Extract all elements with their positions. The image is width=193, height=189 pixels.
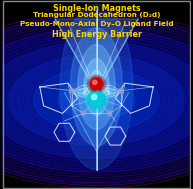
- Ellipse shape: [74, 88, 119, 112]
- Text: Pseudo-Mono-Axial Dy–O Ligand Field: Pseudo-Mono-Axial Dy–O Ligand Field: [20, 21, 173, 27]
- Ellipse shape: [70, 28, 123, 146]
- Circle shape: [89, 77, 104, 91]
- Circle shape: [119, 88, 123, 93]
- Ellipse shape: [84, 59, 109, 115]
- Circle shape: [87, 75, 106, 93]
- Ellipse shape: [0, 15, 193, 185]
- Circle shape: [91, 94, 97, 100]
- Text: Triangular Dodecahedron (D₂d): Triangular Dodecahedron (D₂d): [33, 12, 160, 18]
- Circle shape: [91, 78, 102, 90]
- Circle shape: [70, 88, 74, 93]
- Ellipse shape: [58, 81, 135, 120]
- Ellipse shape: [0, 28, 193, 172]
- Ellipse shape: [60, 4, 133, 170]
- Ellipse shape: [89, 91, 104, 94]
- Circle shape: [89, 92, 104, 106]
- Ellipse shape: [78, 44, 115, 129]
- Circle shape: [108, 111, 112, 116]
- Polygon shape: [64, 93, 129, 151]
- Circle shape: [94, 85, 99, 89]
- Ellipse shape: [92, 77, 101, 96]
- Ellipse shape: [74, 87, 119, 98]
- Circle shape: [93, 80, 97, 84]
- Ellipse shape: [34, 68, 159, 132]
- Circle shape: [87, 90, 106, 109]
- Ellipse shape: [9, 55, 184, 145]
- Text: High Energy Barrier: High Energy Barrier: [52, 30, 141, 39]
- Circle shape: [81, 111, 85, 116]
- Ellipse shape: [83, 89, 110, 96]
- Circle shape: [84, 87, 109, 112]
- Ellipse shape: [89, 70, 104, 103]
- Circle shape: [89, 92, 104, 107]
- Text: Single-Ion Magnets: Single-Ion Magnets: [53, 4, 140, 13]
- Ellipse shape: [0, 42, 193, 159]
- Polygon shape: [55, 19, 138, 93]
